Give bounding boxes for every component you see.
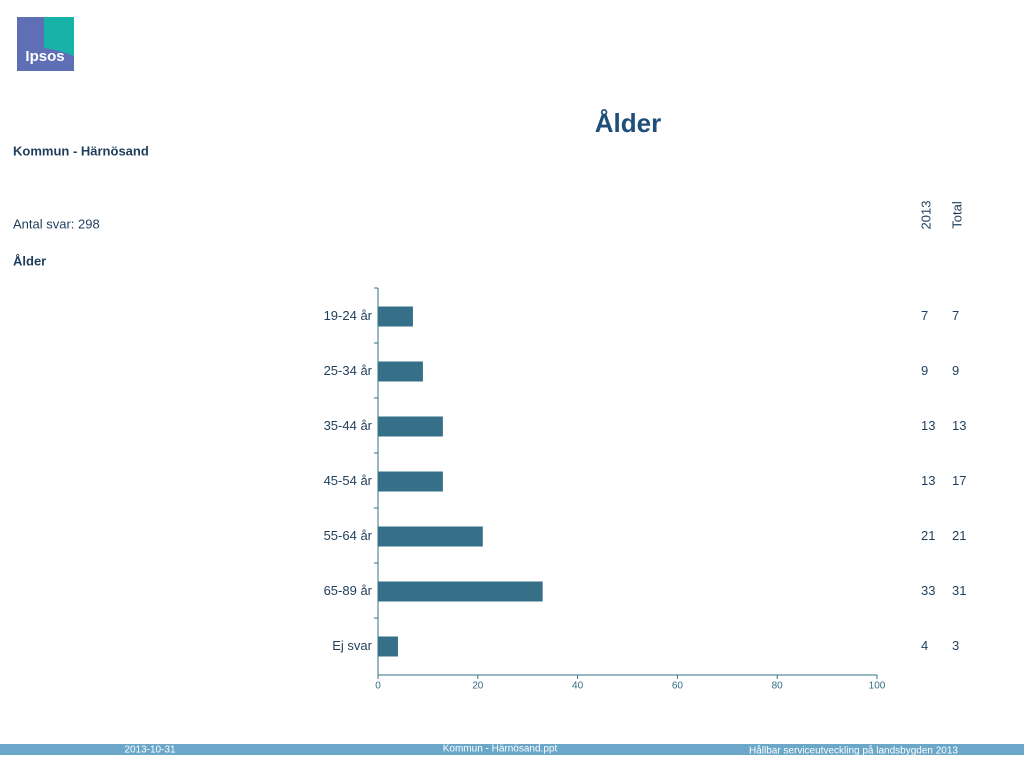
- bar: [378, 416, 443, 437]
- chart: 0 20 40 60 80 100 2013 Total 19-24 år 7 7 25-34 år 9…: [324, 201, 967, 692]
- logo-text: Ipsos: [25, 48, 64, 65]
- y-tick-label: 25-34 år: [324, 363, 373, 378]
- table-value: 13: [952, 418, 966, 433]
- y-tick-label: Ej svar: [332, 638, 372, 653]
- bar: [378, 306, 413, 327]
- subtitle: Kommun - Härnösand: [13, 143, 149, 158]
- table-value: 31: [952, 583, 966, 598]
- footer-project: Hållbar serviceutveckling på landsbygden…: [749, 745, 958, 757]
- x-tick-label: 60: [672, 681, 684, 692]
- x-tick-label: 40: [572, 681, 584, 692]
- table-value: 9: [952, 363, 959, 378]
- bar: [378, 636, 398, 657]
- table-value: 9: [921, 363, 928, 378]
- x-tick-label: 0: [375, 681, 381, 692]
- x-tick-label: 80: [772, 681, 784, 692]
- column-header: Total: [949, 201, 964, 229]
- y-tick-label: 35-44 år: [324, 418, 373, 433]
- table-value: 17: [952, 473, 966, 488]
- respondents: Antal svar: 298: [13, 216, 100, 231]
- table-value: 21: [952, 528, 966, 543]
- logo-shape: [44, 17, 74, 56]
- y-tick-label: 19-24 år: [324, 308, 373, 323]
- table-value: 13: [921, 473, 935, 488]
- bar: [378, 471, 443, 492]
- table-value: 3: [952, 638, 959, 653]
- question: Ålder: [13, 253, 46, 268]
- x-tick-label: 100: [869, 681, 886, 692]
- table-value: 33: [921, 583, 935, 598]
- logo: Ipsos: [17, 17, 74, 71]
- column-header: 2013: [918, 201, 933, 230]
- footer-bar: [0, 744, 1024, 755]
- bar: [378, 581, 543, 602]
- bar: [378, 361, 423, 382]
- chart-title: Ålder: [595, 108, 661, 138]
- table-value: 4: [921, 638, 928, 653]
- footer-file: Kommun - Härnösand.ppt: [443, 744, 558, 755]
- y-tick-label: 65-89 år: [324, 583, 373, 598]
- table-value: 13: [921, 418, 935, 433]
- table-value: 7: [952, 308, 959, 323]
- bar: [378, 526, 483, 547]
- table-value: 7: [921, 308, 928, 323]
- y-tick-label: 55-64 år: [324, 528, 373, 543]
- y-tick-label: 45-54 år: [324, 473, 373, 488]
- x-tick-label: 20: [472, 681, 484, 692]
- footer-date: 2013-10-31: [124, 745, 176, 756]
- table-value: 21: [921, 528, 935, 543]
